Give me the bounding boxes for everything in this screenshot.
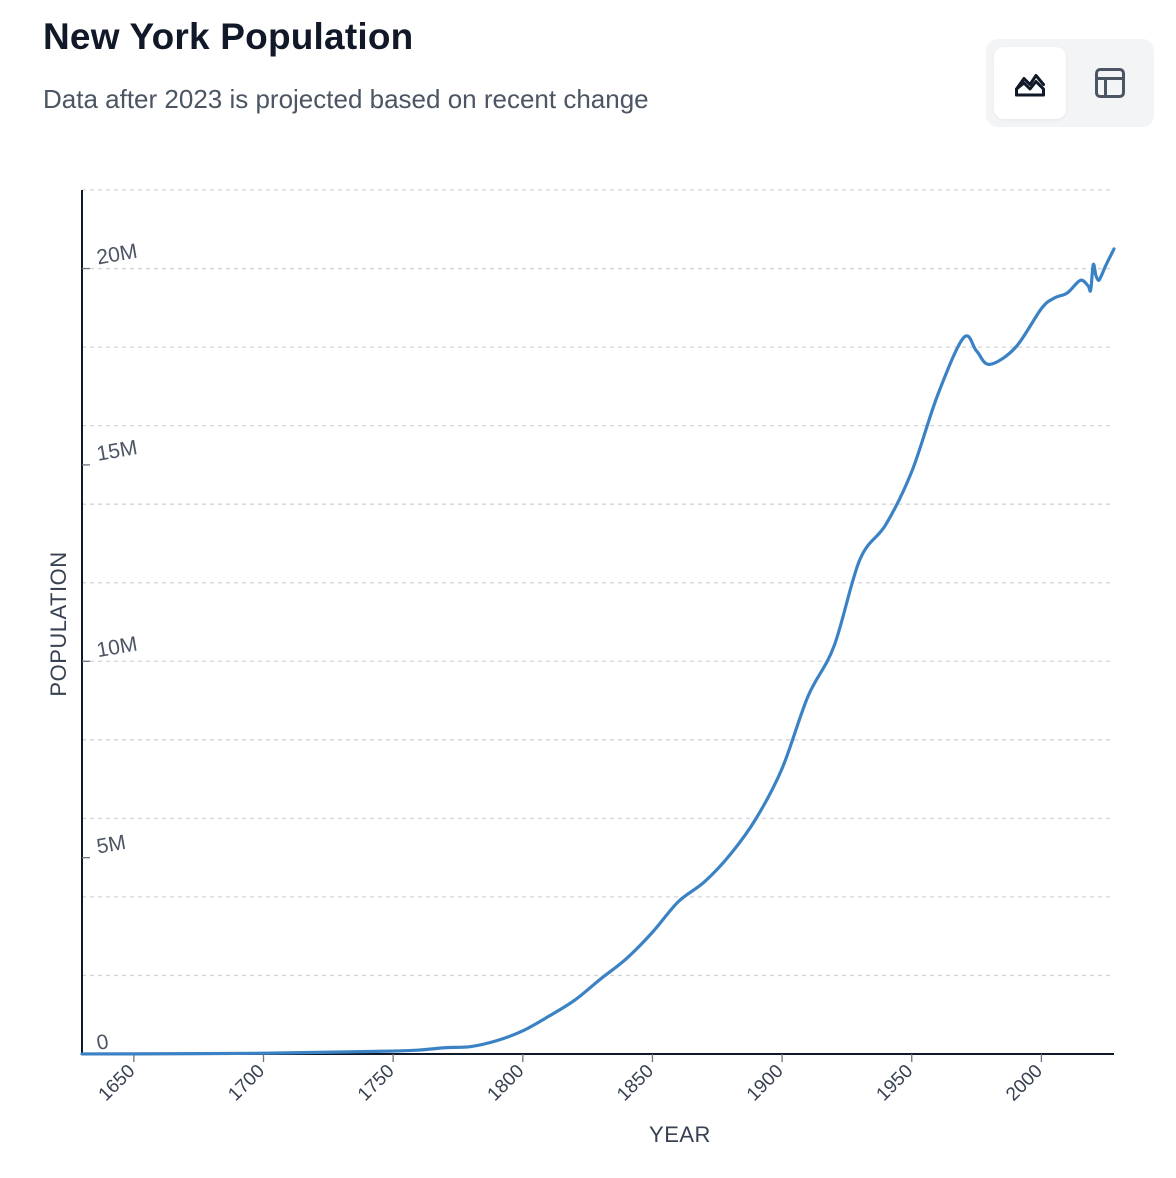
x-tick-label: 1700 [224,1061,269,1106]
area-chart-icon [1015,74,1045,97]
x-tick-label: 1650 [95,1061,140,1106]
view-toggle [986,39,1154,127]
y-tick-label: 15M [95,436,139,466]
x-tick-label: 1750 [354,1061,399,1106]
table-icon [1095,68,1125,98]
y-tick-label: 20M [95,240,139,270]
x-tick-label: 1800 [484,1061,529,1106]
y-tick-label: 5M [95,831,128,859]
x-tick-label: 1900 [743,1061,788,1106]
x-axis-title: YEAR [649,1122,711,1147]
y-tick-label: 0 [95,1030,111,1055]
y-axis-title: POPULATION [46,551,71,696]
table-view-button[interactable] [1074,47,1146,119]
x-tick-label: 1850 [613,1061,658,1106]
x-tick-label: 1950 [873,1061,918,1106]
population-series-line [80,247,1116,1056]
page-title: New York Population [43,16,414,57]
x-tick-label: 2000 [1002,1061,1047,1106]
y-tick-label: 10M [95,632,139,662]
page-subtitle: Data after 2023 is projected based on re… [43,84,649,114]
chart-view-button[interactable] [994,47,1066,119]
